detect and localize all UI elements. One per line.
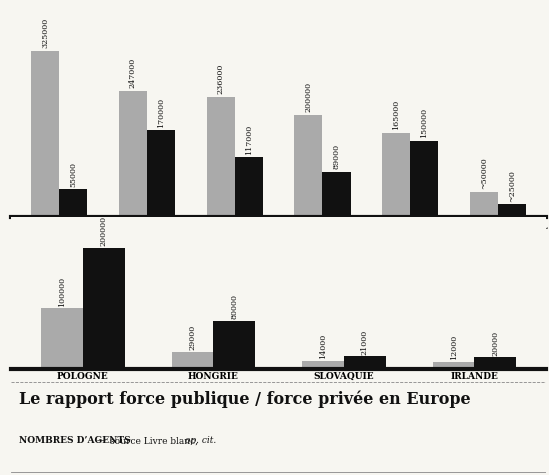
Text: 200000: 200000 bbox=[305, 82, 312, 113]
Text: 150000: 150000 bbox=[421, 108, 428, 138]
Text: 247000: 247000 bbox=[129, 58, 137, 88]
Text: 200000: 200000 bbox=[100, 216, 108, 246]
Text: 55000: 55000 bbox=[69, 162, 77, 187]
Text: 100000: 100000 bbox=[58, 277, 66, 307]
Bar bbox=[294, 115, 322, 217]
Text: 29000: 29000 bbox=[188, 325, 197, 350]
Bar bbox=[474, 357, 516, 369]
Text: 12000: 12000 bbox=[450, 335, 457, 361]
Text: 325000: 325000 bbox=[41, 18, 49, 48]
Text: 89000: 89000 bbox=[333, 144, 340, 169]
Text: 80000: 80000 bbox=[230, 294, 238, 319]
Bar bbox=[119, 91, 147, 217]
Text: 14000: 14000 bbox=[319, 334, 327, 359]
Bar bbox=[206, 96, 235, 217]
Text: ~50000: ~50000 bbox=[480, 157, 488, 189]
Bar bbox=[382, 133, 410, 217]
Bar bbox=[322, 172, 351, 217]
Bar bbox=[302, 361, 344, 369]
Bar bbox=[470, 192, 498, 217]
Bar bbox=[235, 157, 263, 217]
Text: Le rapport force publique / force privée en Europe: Le rapport force publique / force privée… bbox=[19, 390, 470, 408]
Bar bbox=[41, 308, 83, 369]
Bar bbox=[214, 321, 255, 369]
Bar bbox=[498, 204, 526, 217]
Text: source Livre blanc,: source Livre blanc, bbox=[110, 437, 201, 446]
Text: 21000: 21000 bbox=[361, 330, 369, 355]
Text: 20000: 20000 bbox=[491, 331, 500, 356]
Bar bbox=[31, 51, 59, 217]
Text: 165000: 165000 bbox=[392, 100, 400, 130]
Bar bbox=[147, 130, 175, 217]
Text: 236000: 236000 bbox=[217, 64, 225, 94]
Bar bbox=[172, 352, 214, 369]
Text: op. cit.: op. cit. bbox=[185, 437, 216, 446]
Text: ~25000: ~25000 bbox=[508, 170, 516, 202]
Bar bbox=[344, 356, 385, 369]
Bar bbox=[83, 247, 125, 369]
Bar bbox=[59, 189, 87, 217]
Text: —: — bbox=[94, 437, 109, 446]
Text: NOMBRES D’AGENTS: NOMBRES D’AGENTS bbox=[19, 437, 131, 446]
Bar bbox=[410, 141, 438, 217]
Text: 117000: 117000 bbox=[245, 124, 253, 155]
Bar bbox=[433, 362, 474, 369]
Text: 170000: 170000 bbox=[157, 97, 165, 128]
